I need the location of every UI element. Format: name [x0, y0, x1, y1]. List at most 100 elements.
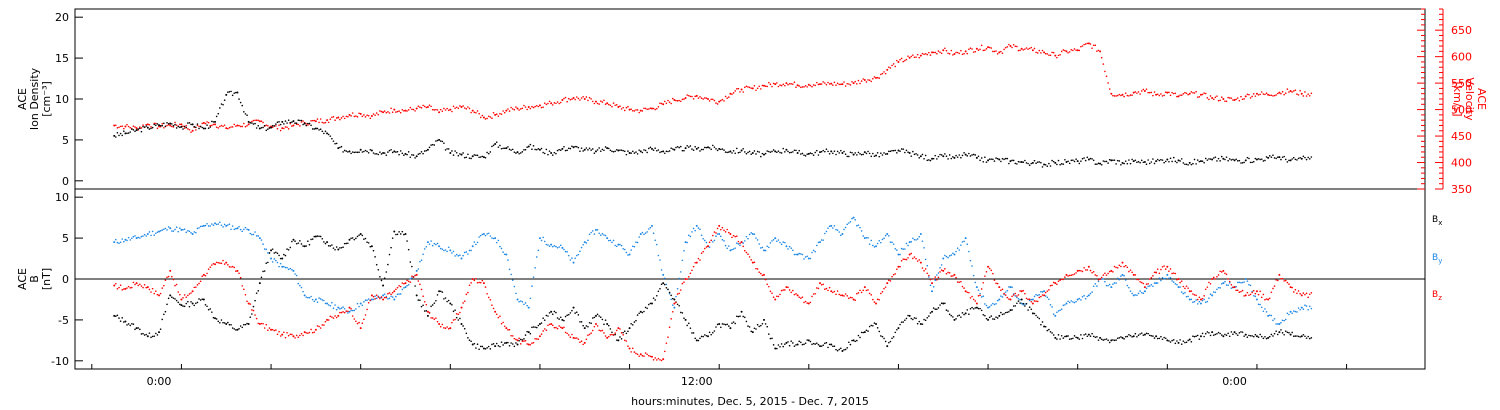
- data-point: [1100, 338, 1103, 341]
- data-point: [561, 99, 564, 102]
- data-point: [689, 145, 692, 147]
- data-point: [776, 240, 778, 243]
- data-point: [1206, 159, 1209, 161]
- data-point: [475, 154, 477, 157]
- data-point: [1043, 290, 1046, 293]
- data-point: [1076, 269, 1079, 272]
- data-point: [284, 254, 287, 257]
- data-point: [1214, 96, 1217, 99]
- data-point: [124, 287, 127, 290]
- data-point: [524, 148, 527, 151]
- data-point: [407, 283, 410, 286]
- data-point: [475, 347, 477, 349]
- data-point: [1102, 278, 1105, 280]
- data-point: [574, 337, 576, 340]
- data-point: [889, 280, 892, 282]
- data-point: [370, 149, 373, 152]
- data-point: [171, 125, 173, 128]
- data-point: [542, 330, 544, 332]
- data-point: [713, 231, 716, 233]
- data-point: [1179, 286, 1181, 288]
- data-point: [462, 254, 464, 257]
- data-point: [326, 318, 329, 321]
- data-point: [1152, 275, 1154, 277]
- data-point: [1116, 337, 1119, 340]
- data-point: [335, 142, 338, 145]
- data-point: [475, 111, 477, 114]
- data-point: [263, 270, 266, 272]
- data-point: [583, 341, 586, 344]
- data-point: [323, 122, 325, 124]
- data-point: [678, 146, 680, 149]
- data-point: [177, 301, 180, 304]
- data-point: [1036, 316, 1039, 319]
- data-point: [1199, 298, 1202, 301]
- data-point: [1195, 90, 1197, 93]
- data-point: [625, 153, 628, 156]
- data-point: [870, 294, 873, 296]
- data-point: [771, 240, 773, 242]
- data-point: [888, 279, 890, 282]
- data-point: [603, 234, 605, 236]
- data-point: [814, 292, 817, 295]
- data-point: [684, 278, 687, 280]
- data-point: [788, 151, 791, 154]
- data-point: [1280, 329, 1282, 331]
- data-point: [271, 328, 274, 331]
- data-point: [1016, 295, 1018, 297]
- data-point: [964, 153, 967, 156]
- data-point: [1057, 334, 1060, 336]
- data-point: [396, 110, 399, 113]
- data-point: [873, 155, 876, 157]
- data-point: [667, 336, 669, 338]
- data-point: [828, 152, 831, 155]
- data-point: [990, 304, 993, 306]
- data-point: [206, 272, 208, 275]
- data-point: [932, 307, 935, 309]
- data-point: [1142, 161, 1145, 164]
- data-point: [142, 124, 144, 126]
- data-point: [555, 326, 557, 329]
- data-point: [625, 340, 628, 342]
- data-point: [1150, 91, 1153, 94]
- data-point: [681, 149, 684, 152]
- data-point: [1126, 162, 1129, 165]
- data-point: [401, 282, 404, 284]
- data-point: [819, 241, 822, 244]
- data-point: [299, 125, 301, 127]
- data-point: [1203, 295, 1205, 297]
- data-point: [191, 123, 194, 126]
- data-point: [654, 239, 656, 242]
- data-point: [287, 128, 290, 130]
- data-point: [897, 60, 900, 63]
- data-point: [1105, 338, 1108, 340]
- data-point: [270, 257, 273, 260]
- data-point: [163, 284, 165, 287]
- data-point: [303, 294, 306, 297]
- data-point: [164, 227, 167, 230]
- data-point: [729, 249, 732, 252]
- data-point: [1099, 336, 1102, 339]
- data-point: [1195, 163, 1197, 165]
- data-point: [129, 239, 132, 241]
- data-point: [833, 150, 836, 152]
- data-point: [1286, 88, 1289, 90]
- data-point: [596, 325, 599, 327]
- data-point: [857, 151, 860, 154]
- data-point: [905, 258, 908, 261]
- data-point: [598, 147, 600, 149]
- data-point: [588, 333, 591, 336]
- data-point: [817, 241, 820, 244]
- data-point: [966, 243, 969, 246]
- data-point: [1273, 285, 1276, 287]
- data-point: [403, 233, 405, 236]
- data-point: [215, 126, 218, 128]
- data-point: [1196, 303, 1199, 305]
- data-point: [699, 96, 701, 98]
- data-point: [660, 283, 663, 286]
- data-point: [694, 95, 696, 98]
- data-point: [622, 334, 624, 336]
- data-point: [969, 155, 972, 157]
- data-point: [945, 49, 948, 52]
- data-point: [1273, 157, 1276, 159]
